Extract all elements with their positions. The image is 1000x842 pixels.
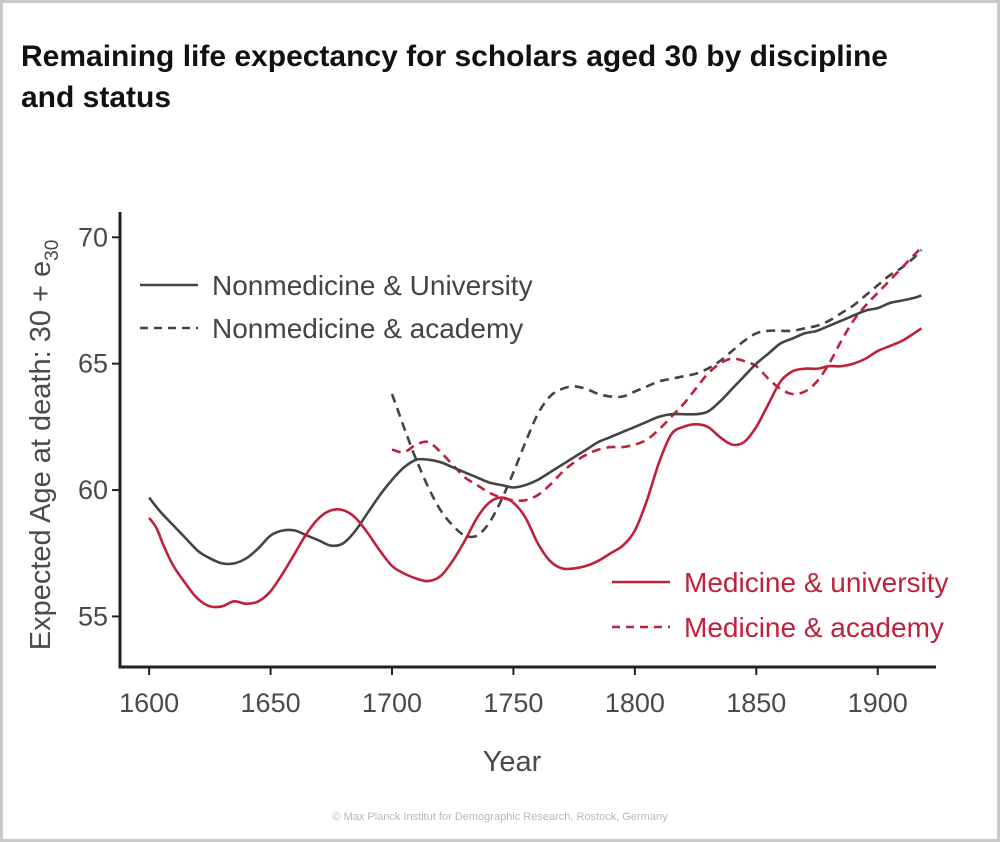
x-tick-label: 1850 [726, 688, 786, 718]
x-tick-label: 1900 [848, 688, 908, 718]
y-axis-title: Expected Age at death: 30 + e30 [25, 240, 63, 651]
x-axis-title: Year [483, 746, 542, 778]
chart-title: Remaining life expectancy for scholars a… [21, 40, 888, 114]
x-tick-label: 1800 [605, 688, 665, 718]
y-tick-label: 70 [78, 222, 108, 252]
series-line-nonmedicine-university [148, 294, 922, 566]
series-layer [148, 246, 923, 609]
series-line-medicine-university [148, 327, 923, 609]
legend-label: Nonmedicine & academy [212, 313, 523, 344]
y-axis-title-subscript: 30 [42, 240, 63, 261]
legend-label: Medicine & academy [684, 612, 944, 643]
series-line-nonmedicine-academy [390, 249, 923, 539]
x-tick-label: 1650 [241, 688, 301, 718]
copyright-footer: © Max Planck Institut for Demographic Re… [332, 811, 668, 823]
axes: 1600 1650 1700 1750 1800 1850 1900 55 60 65 70 Year… [25, 212, 936, 778]
x-tick-label: 1750 [483, 688, 543, 718]
x-tick-label: 1700 [362, 688, 422, 718]
legend-layer: Nonmedicine & University Nonmedicine & ac… [140, 270, 949, 643]
series-line-medicine-academy [391, 246, 923, 502]
legend-label: Medicine & university [684, 567, 949, 598]
y-tick-label: 60 [78, 475, 108, 505]
x-tick-label: 1600 [119, 688, 179, 718]
y-tick-label: 65 [78, 349, 108, 379]
y-tick-label: 55 [78, 601, 108, 631]
legend-label: Nonmedicine & University [212, 270, 533, 301]
